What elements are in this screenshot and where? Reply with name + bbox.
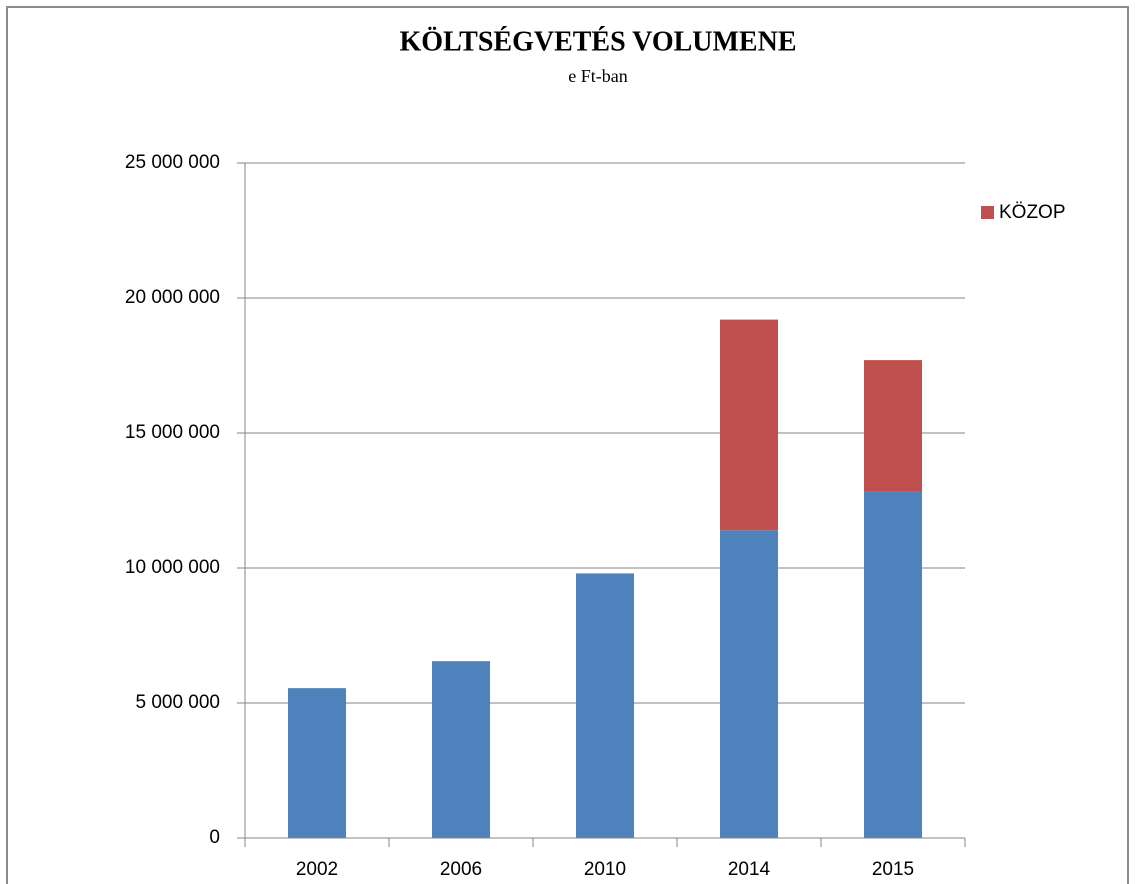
chart-border	[6, 6, 1129, 884]
legend-swatch	[981, 206, 994, 219]
y-tick-label: 20 000 000	[125, 287, 220, 308]
x-tick-label: 2002	[296, 859, 338, 880]
chart-subtitle: e Ft-ban	[568, 66, 627, 86]
bar-segment	[720, 530, 778, 838]
bar-segment	[432, 661, 490, 838]
bar-segment	[864, 491, 922, 838]
bar-segment	[576, 573, 634, 838]
x-tick-label: 2015	[872, 859, 914, 880]
x-tick-label: 2006	[440, 859, 482, 880]
y-tick-label: 5 000 000	[135, 692, 220, 713]
bar-segment	[720, 319, 778, 531]
y-tick-label: 0	[209, 827, 220, 848]
y-tick-label: 25 000 000	[125, 152, 220, 173]
bar-segment	[864, 360, 922, 492]
legend-label: KÖZOP	[999, 202, 1066, 223]
y-tick-label: 15 000 000	[125, 422, 220, 443]
x-tick-label: 2014	[728, 859, 771, 880]
y-tick-label: 10 000 000	[125, 557, 220, 578]
bar-segment	[288, 688, 346, 838]
x-tick-label: 2010	[584, 859, 626, 880]
chart-title: KÖLTSÉGVETÉS VOLUMENE	[399, 26, 796, 57]
